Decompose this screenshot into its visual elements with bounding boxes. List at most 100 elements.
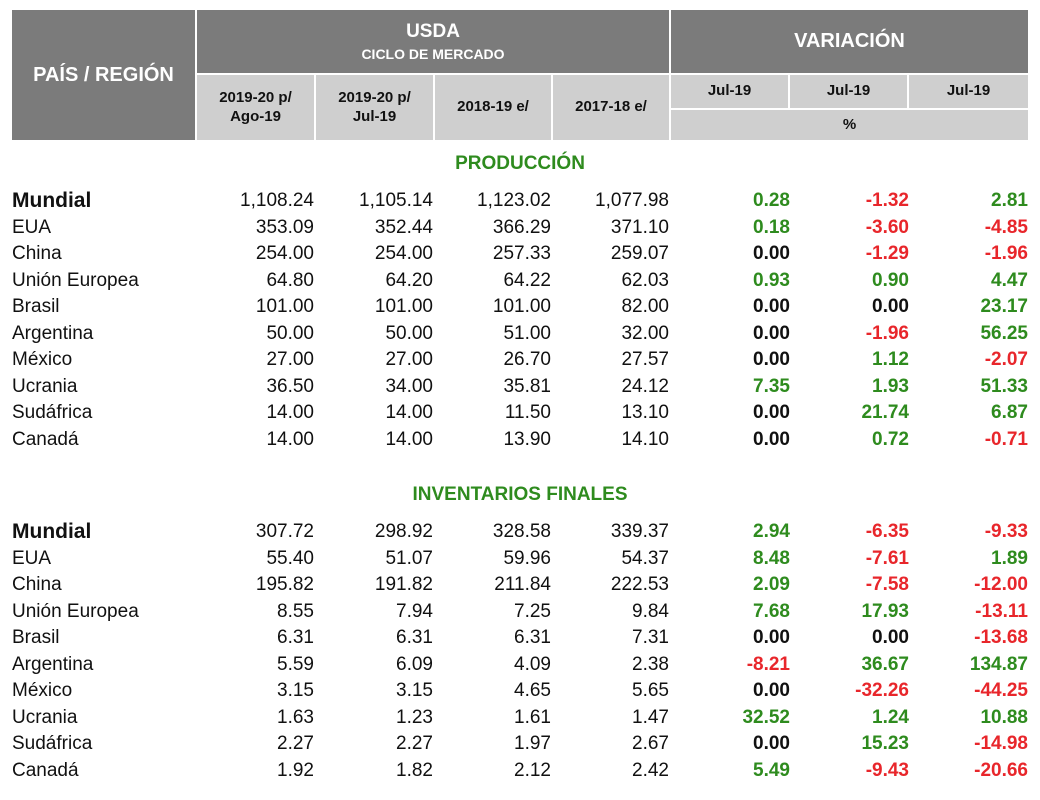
row-value: 14.00: [266, 402, 314, 423]
row-variation: 2.09: [753, 574, 790, 595]
row-variation: 21.74: [861, 402, 909, 423]
header-var-col-2-label: Jul-19: [826, 82, 871, 100]
row-value: 4.09: [514, 653, 551, 675]
row-variation: 2.94: [753, 521, 790, 542]
table-row: Ucrania 36.50 34.00 35.81 24.12 7.35 1.93 51.33: [0, 374, 1040, 401]
row-value: 371.10: [610, 216, 669, 238]
row-value: 254.00: [255, 243, 314, 264]
row-variation: 2.81: [991, 190, 1028, 211]
row-value: 62.03: [621, 269, 669, 291]
row-value: 1.82: [396, 759, 433, 781]
row-value: 2.27: [396, 733, 433, 754]
row-value: 1,108.24: [240, 190, 314, 211]
table-row: China 254.00 254.00 257.33 259.07 0.00 -1.29 -1…: [0, 241, 1040, 268]
row-value: 54.37: [621, 547, 669, 569]
row-variation: 51.33: [980, 375, 1028, 397]
header-pais-region: PAÍS / REGIÓN: [12, 10, 195, 140]
header-col-1-line1: 2019-20 p/: [219, 88, 292, 106]
row-variation: 32.52: [742, 706, 790, 728]
row-value: 8.55: [277, 600, 314, 622]
row-value: 4.65: [514, 680, 551, 701]
row-value: 2.27: [277, 733, 314, 754]
row-value: 307.72: [255, 521, 314, 542]
row-value: 353.09: [255, 216, 314, 238]
row-region-name: Sudáfrica: [12, 733, 93, 754]
row-variation: -8.21: [746, 653, 790, 675]
table-row: China 195.82 191.82 211.84 222.53 2.09 -7.58 -1…: [0, 572, 1040, 599]
row-variation: 0.00: [753, 322, 790, 344]
row-value: 195.82: [255, 574, 314, 595]
row-value: 6.31: [514, 627, 551, 648]
header-var-col-2: Jul-19: [790, 75, 907, 108]
row-value: 191.82: [374, 574, 433, 595]
row-region-name: Unión Europea: [12, 269, 139, 291]
row-variation: 0.00: [753, 402, 790, 423]
row-value: 14.00: [266, 428, 314, 450]
row-variation: -7.58: [865, 574, 909, 595]
row-variation: 0.93: [753, 269, 790, 291]
row-value: 6.31: [277, 627, 314, 648]
row-region-name: Brasil: [12, 296, 60, 317]
row-variation: -12.00: [974, 574, 1028, 595]
row-variation: -0.71: [984, 428, 1028, 450]
row-variation: 1.24: [872, 706, 909, 728]
section-title: PRODUCCIÓN: [455, 153, 585, 174]
row-value: 222.53: [610, 574, 669, 595]
table-row: Ucrania 1.63 1.23 1.61 1.47 32.52 1.24 10.88: [0, 705, 1040, 732]
row-value: 211.84: [494, 574, 551, 595]
header-var-col-3-label: Jul-19: [946, 82, 991, 100]
row-region-name: México: [12, 680, 73, 701]
section-rows: Mundial 1,108.24 1,105.14 1,123.02 1,077.98 0…: [0, 188, 1040, 453]
row-variation: 0.72: [872, 428, 909, 450]
table-row: Sudáfrica 2.27 2.27 1.97 2.67 0.00 15.23 -14.98: [0, 731, 1040, 758]
row-value: 2.38: [632, 653, 669, 675]
row-region-name: EUA: [12, 547, 52, 569]
header-usda-subtitle: CICLO DE MERCADO: [361, 45, 505, 62]
row-region-name: Ucrania: [12, 375, 78, 397]
row-variation: 5.49: [753, 759, 790, 781]
row-value: 366.29: [492, 216, 551, 238]
row-region-name: China: [12, 243, 62, 264]
table-row: México 3.15 3.15 4.65 5.65 0.00 -32.26 -44.25: [0, 678, 1040, 705]
row-value: 27.00: [385, 349, 433, 370]
row-value: 13.90: [503, 428, 551, 450]
row-variation: -6.35: [865, 521, 909, 542]
row-value: 1,077.98: [595, 190, 669, 211]
row-value: 1,123.02: [477, 190, 551, 211]
header-usda-title: USDA: [406, 20, 460, 42]
row-variation: 0.00: [753, 428, 790, 450]
table-row: México 27.00 27.00 26.70 27.57 0.00 1.12 -2.07: [0, 347, 1040, 374]
table-row: Unión Europea 64.80 64.20 64.22 62.03 0.93 0.9…: [0, 268, 1040, 295]
row-variation: -1.96: [865, 322, 909, 344]
table-row: EUA 353.09 352.44 366.29 371.10 0.18 -3.60 -4.8…: [0, 215, 1040, 242]
row-value: 14.00: [385, 402, 433, 423]
row-value: 7.25: [514, 600, 551, 622]
header-col-1-line2: Ago-19: [230, 107, 281, 125]
row-value: 2.42: [632, 759, 669, 781]
row-variation: -7.61: [865, 547, 909, 569]
row-region-name: Sudáfrica: [12, 402, 93, 423]
row-value: 55.40: [266, 547, 314, 569]
row-variation: -32.26: [855, 680, 909, 701]
row-variation: 7.68: [753, 600, 790, 622]
row-variation: 8.48: [753, 547, 790, 569]
row-value: 1.23: [396, 706, 433, 728]
header-col-4-line1: 2017-18 e/: [575, 98, 647, 116]
row-value: 1.61: [514, 706, 551, 728]
header-col-2-line2: Jul-19: [352, 107, 397, 125]
row-region-name: Argentina: [12, 322, 94, 344]
row-variation: 7.35: [753, 375, 790, 397]
row-region-name: China: [12, 574, 62, 595]
row-value: 1.47: [632, 706, 669, 728]
header-col-4: 2017-18 e/: [553, 75, 669, 140]
row-value: 298.92: [374, 521, 433, 542]
row-region-name: Mundial: [12, 520, 92, 543]
row-variation: -13.68: [974, 627, 1028, 648]
row-value: 27.00: [266, 349, 314, 370]
row-value: 34.00: [385, 375, 433, 397]
row-value: 6.09: [396, 653, 433, 675]
header-variacion-label: VARIACIÓN: [794, 30, 905, 52]
row-variation: 0.90: [872, 269, 909, 291]
table-row: Mundial 307.72 298.92 328.58 339.37 2.94 -6.35…: [0, 519, 1040, 546]
